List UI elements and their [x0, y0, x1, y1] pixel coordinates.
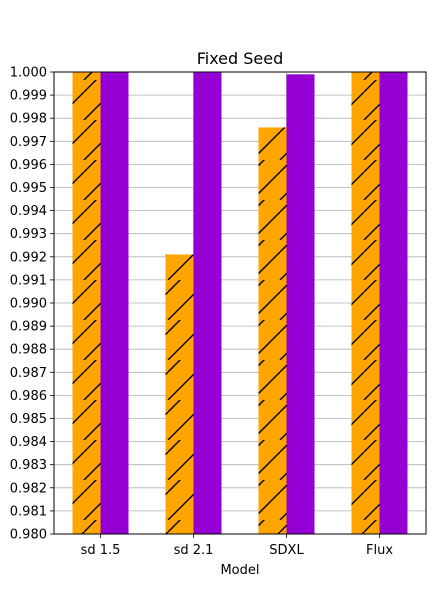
bar-hatch — [351, 72, 380, 534]
y-tick-label: 0.998 — [10, 112, 47, 127]
bar — [286, 74, 315, 534]
y-tick-label: 0.987 — [10, 366, 47, 381]
y-tick-label: 0.983 — [10, 458, 47, 473]
x-tick-label: Flux — [366, 543, 393, 558]
y-tick-label: 0.994 — [10, 204, 47, 219]
y-tick-label: 0.996 — [10, 158, 47, 173]
bar — [193, 72, 222, 534]
y-tick-label: 0.984 — [10, 435, 47, 450]
y-tick-label: 0.989 — [10, 320, 47, 335]
bar — [100, 72, 129, 534]
x-axis-label: Model — [220, 563, 259, 578]
y-tick-label: 0.988 — [10, 343, 47, 358]
x-tick-label: SDXL — [269, 543, 304, 558]
y-tick-label: 0.986 — [10, 389, 47, 404]
y-tick-label: 0.990 — [10, 297, 47, 312]
y-tick-label: 0.999 — [10, 89, 47, 104]
y-tick-label: 0.981 — [10, 504, 47, 519]
y-tick-label: 0.980 — [10, 528, 47, 543]
bar-hatch — [258, 127, 287, 534]
y-tick-label: 1.000 — [10, 66, 47, 81]
y-tick-label: 0.982 — [10, 481, 47, 496]
bar — [379, 72, 408, 534]
x-tick-label: sd 1.5 — [81, 543, 121, 558]
tick-labels: 0.980 0.981 0.982 0.983 0.984 0.985 0.986 0.987… — [10, 66, 394, 559]
y-tick-label: 0.997 — [10, 135, 47, 150]
bars — [72, 72, 408, 535]
y-tick-label: 0.991 — [10, 273, 47, 288]
y-tick-label: 0.992 — [10, 250, 47, 265]
y-tick-label: 0.995 — [10, 181, 47, 196]
chart-title: Fixed Seed — [197, 49, 284, 68]
plot-frame — [53, 71, 427, 535]
bar-hatch — [72, 72, 101, 534]
bar-hatch — [165, 254, 194, 535]
y-tick-label: 0.985 — [10, 412, 47, 427]
x-tick-label: sd 2.1 — [174, 543, 214, 558]
y-tick-label: 0.993 — [10, 227, 47, 242]
axes — [50, 71, 427, 538]
